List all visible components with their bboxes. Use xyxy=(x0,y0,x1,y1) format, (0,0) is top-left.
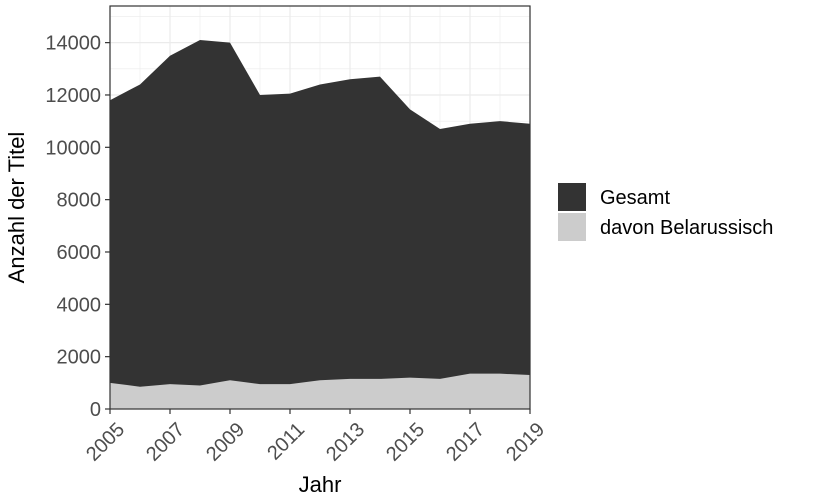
x-tick-label: 2013 xyxy=(322,419,369,466)
x-tick-label: 2017 xyxy=(442,419,489,466)
legend-key-davon-belarussisch xyxy=(558,213,586,241)
legend-key-gesamt xyxy=(558,183,586,211)
area-davon-belarussisch xyxy=(110,373,530,409)
y-tick-label: 0 xyxy=(90,399,101,421)
x-tick-label: 2007 xyxy=(142,419,189,466)
x-tick-label: 2015 xyxy=(382,419,429,466)
x-axis-title: Jahr xyxy=(299,472,342,497)
y-axis-title: Anzahl der Titel xyxy=(4,132,29,284)
legend: Gesamt davon Belarussisch xyxy=(558,183,773,241)
y-axis-ticks: 0 2000 4000 6000 8000 10000 12000 14000 xyxy=(45,33,110,421)
area-gesamt xyxy=(110,40,530,410)
y-tick-label: 2000 xyxy=(57,347,102,369)
x-tick-label: 2011 xyxy=(263,419,309,465)
legend-label-gesamt: Gesamt xyxy=(600,187,670,209)
x-tick-label: 2005 xyxy=(82,419,129,466)
y-tick-label: 8000 xyxy=(57,190,102,212)
y-tick-label: 14000 xyxy=(45,33,101,55)
plot-panel-border xyxy=(109,5,531,410)
x-tick-label: 2019 xyxy=(502,419,549,466)
y-tick-label: 4000 xyxy=(57,294,102,316)
legend-label-davon-belarussisch: davon Belarussisch xyxy=(600,217,773,239)
y-tick-label: 12000 xyxy=(45,85,101,107)
y-tick-label: 6000 xyxy=(57,242,102,264)
x-axis-ticks: 2005 2007 2009 2011 2013 2015 2017 2019 xyxy=(82,409,549,466)
y-tick-label: 10000 xyxy=(45,137,101,159)
x-tick-label: 2009 xyxy=(202,419,249,466)
chart-areas xyxy=(110,40,530,410)
